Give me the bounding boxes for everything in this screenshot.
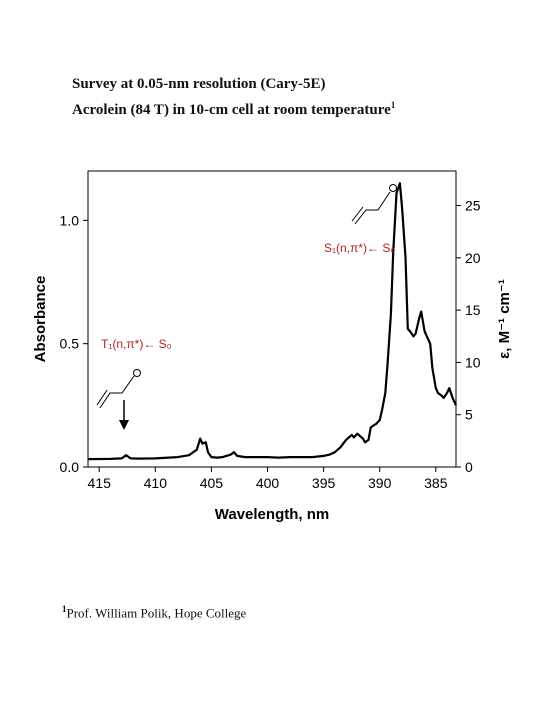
y2-tick-label: 25: [465, 198, 481, 214]
y-axis-left: 0.0 0.5 1.0: [60, 212, 88, 475]
x-axis: 415 410 405 400 395 390 385: [88, 467, 448, 491]
y2-tick-label: 15: [465, 302, 481, 318]
y-axis-right: 0 5 10 15 20 25: [456, 198, 481, 475]
y-tick-label: 0.5: [60, 336, 80, 352]
y2-tick-label: 0: [465, 459, 473, 475]
x-tick-label: 395: [312, 475, 336, 491]
x-tick-label: 400: [256, 475, 280, 491]
y-tick-label: 0.0: [60, 459, 80, 475]
title-line-1: Survey at 0.05-nm resolution (Cary-5E): [72, 76, 326, 92]
plot-frame: [87, 170, 457, 468]
chart-title: Survey at 0.05-nm resolution (Cary-5E) A…: [72, 74, 532, 121]
annotation-t1-transition: T₁(n,π*)← S₀: [101, 337, 172, 351]
footnote-text: Prof. William Polik, Hope College: [66, 605, 247, 621]
x-tick-label: 390: [368, 475, 392, 491]
title-footnote-marker: 1: [390, 100, 396, 110]
y-tick-label: 1.0: [60, 212, 80, 228]
y2-tick-label: 10: [465, 354, 481, 370]
x-tick-label: 385: [424, 475, 448, 491]
x-tick-label: 405: [200, 475, 224, 491]
acrolein-structure-icon-s1: [351, 184, 397, 225]
acrolein-structure-icon-t1: [96, 369, 141, 409]
title-line-2-text: Acrolein (84 T) in 10-cm cell at room te…: [72, 102, 391, 118]
t1-arrow-icon: [119, 400, 129, 430]
y2-tick-label: 5: [465, 407, 473, 423]
footnote-marker: 1: [62, 604, 67, 614]
x-tick-label: 410: [144, 475, 168, 491]
y2-tick-label: 20: [465, 250, 481, 266]
footnote: 1Prof. William Polik, Hope College: [62, 604, 246, 621]
annotation-s1-transition: S₁(n,π*)← S₀: [324, 241, 395, 255]
title-line-2: Acrolein (84 T) in 10-cm cell at room te…: [72, 95, 532, 121]
x-tick-label: 415: [88, 475, 112, 491]
y-axis-label: Absorbance: [32, 276, 49, 363]
y2-axis-label: ε, M⁻¹ cm⁻¹: [496, 279, 513, 359]
x-axis-label: Wavelength, nm: [215, 506, 329, 523]
spectrum-line: [87, 182, 457, 461]
